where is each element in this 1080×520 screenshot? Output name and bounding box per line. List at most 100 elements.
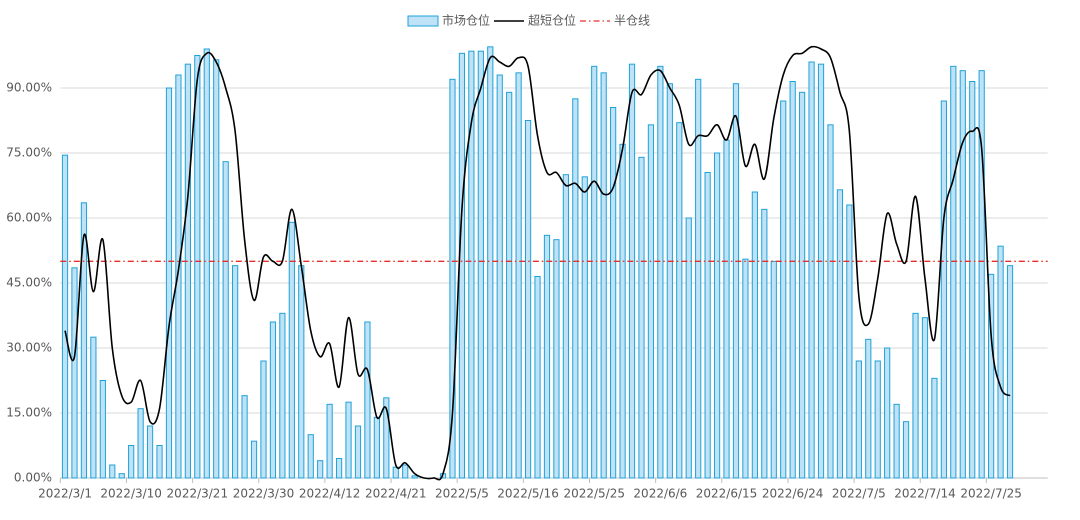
legend-label: 市场仓位 [442, 13, 490, 28]
bar [298, 265, 305, 479]
x-tick-label: 2022/6/24 [762, 487, 824, 501]
legend-label: 超短仓位 [528, 13, 576, 28]
bar [326, 403, 333, 479]
bar [846, 204, 853, 479]
y-tick-label: 90.00% [6, 81, 52, 95]
bar [628, 63, 636, 479]
bar [581, 176, 588, 479]
x-tick-label: 2022/7/25 [960, 487, 1022, 501]
bar [364, 321, 371, 479]
bar [789, 81, 796, 479]
bar [165, 87, 173, 479]
x-tick-label: 2022/3/30 [233, 487, 295, 501]
bar [770, 260, 777, 479]
bar [288, 221, 295, 479]
bar [988, 273, 995, 479]
bar [921, 317, 929, 479]
bar [704, 172, 711, 479]
bar [647, 124, 655, 479]
bar [685, 217, 692, 479]
y-tick-label: 60.00% [6, 211, 52, 225]
bar [118, 473, 125, 479]
bar [695, 78, 702, 479]
bar [184, 63, 191, 479]
bar [524, 120, 532, 479]
bar [449, 78, 456, 479]
bar [61, 154, 69, 479]
bar [383, 397, 390, 479]
bar [345, 401, 352, 479]
x-tick-label: 2022/3/1 [38, 487, 92, 501]
bar [572, 98, 579, 479]
bar [591, 65, 598, 479]
bar [458, 52, 466, 479]
bar [723, 139, 730, 479]
bar [893, 403, 900, 479]
bar [373, 416, 380, 479]
y-tick-label: 0.00% [14, 471, 52, 485]
bar [742, 258, 749, 479]
bar [959, 70, 966, 479]
legend-label: 半仓线 [614, 14, 650, 28]
x-tick-label: 2022/3/10 [100, 487, 162, 501]
bar [402, 464, 409, 479]
bar [817, 63, 825, 479]
bar [543, 234, 551, 479]
bar [799, 91, 806, 479]
bar [335, 458, 343, 479]
legend-swatch [407, 15, 439, 27]
bar [534, 276, 541, 479]
bar [241, 395, 248, 479]
y-tick-label: 30.00% [6, 341, 52, 355]
bar [146, 425, 154, 479]
x-tick-label: 2022/4/12 [299, 487, 361, 501]
bar [487, 46, 494, 479]
bar [969, 81, 976, 479]
bar [269, 321, 277, 479]
bar [496, 74, 503, 479]
bar [99, 380, 106, 479]
y-tick-label: 75.00% [6, 146, 52, 160]
bar [657, 65, 664, 479]
x-tick-label: 2022/6/15 [696, 487, 758, 501]
bar [950, 65, 957, 479]
x-tick-label: 2022/6/6 [633, 487, 687, 501]
bar [676, 122, 683, 479]
bar [194, 55, 201, 479]
bar [1006, 265, 1014, 479]
bar [307, 434, 314, 479]
x-tick-label: 2022/5/16 [497, 487, 559, 501]
x-tick-label: 2022/7/14 [894, 487, 956, 501]
x-tick-label: 2022/4/21 [365, 487, 427, 501]
bar [250, 440, 258, 479]
bar [902, 421, 910, 479]
bar [931, 377, 938, 479]
x-tick-label: 2022/5/5 [435, 487, 489, 501]
bar [354, 425, 362, 479]
x-tick-label: 2022/7/5 [832, 487, 886, 501]
bar [515, 72, 522, 479]
bar [553, 239, 560, 479]
y-tick-label: 45.00% [6, 276, 52, 290]
bar [232, 265, 239, 479]
bar [610, 107, 617, 479]
bar [761, 208, 768, 479]
bar [477, 50, 484, 479]
bar [827, 124, 834, 479]
bar [638, 156, 645, 479]
line-series [64, 45, 1011, 481]
bar [884, 347, 891, 479]
bar [874, 360, 881, 479]
bar [222, 161, 229, 479]
bar [80, 202, 88, 479]
bar [128, 445, 135, 479]
bar [71, 267, 78, 479]
bar [912, 312, 919, 479]
bar [137, 408, 144, 479]
bar [279, 312, 286, 479]
bar [619, 143, 626, 479]
bar [203, 48, 210, 479]
bar [751, 191, 758, 479]
bar [808, 61, 815, 479]
